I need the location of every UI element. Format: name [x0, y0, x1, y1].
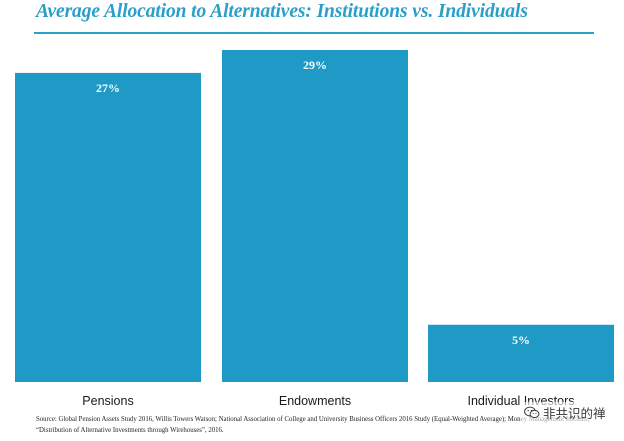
- bar-individual-investors: [428, 324, 614, 382]
- data-label: 27%: [96, 81, 120, 95]
- watermark: 非共识的禅: [521, 402, 609, 423]
- chart-title: Average Allocation to Alternatives: Inst…: [36, 1, 528, 22]
- data-label: 5%: [512, 333, 530, 347]
- category-label: Pensions: [82, 394, 133, 408]
- bar-pensions: [15, 72, 201, 383]
- title-divider: [34, 32, 594, 34]
- data-label: 29%: [303, 58, 327, 72]
- bar-endowments: [222, 50, 408, 382]
- source-note: Source: Global Pension Assets Study 2016…: [36, 416, 590, 434]
- watermark-text: 非共识的禅: [543, 406, 606, 421]
- wechat-icon: [524, 406, 540, 419]
- category-label: Endowments: [279, 394, 351, 408]
